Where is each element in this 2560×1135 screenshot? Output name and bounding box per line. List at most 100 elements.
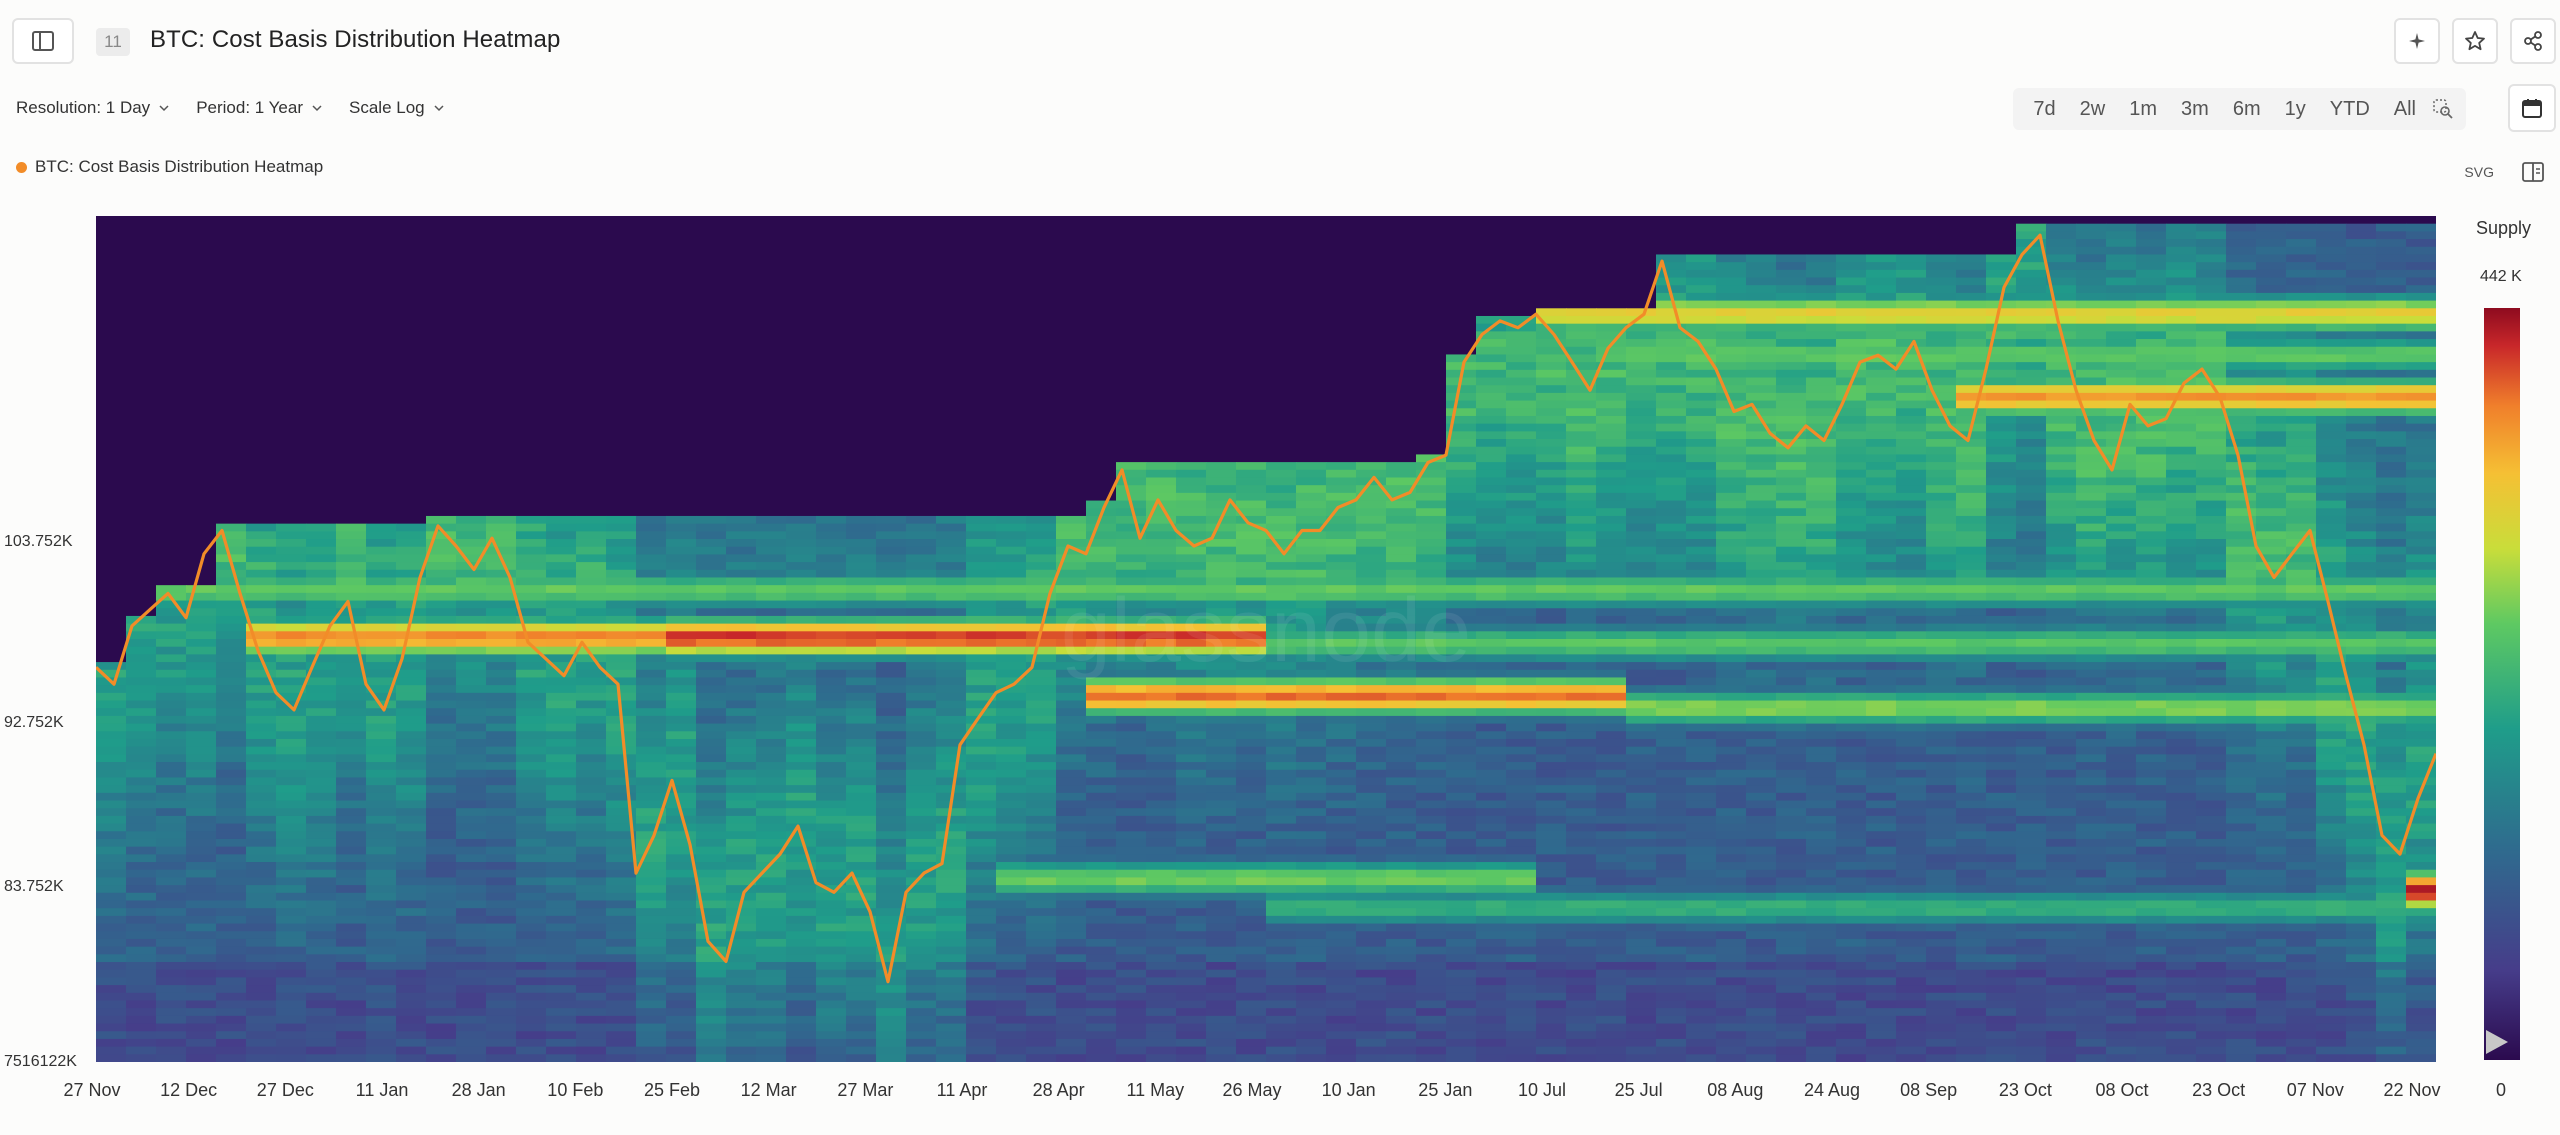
- heatmap-cell: [1326, 869, 1357, 879]
- heatmap-cell: [336, 546, 367, 555]
- heatmap-cell: [816, 685, 847, 694]
- heatmap-cell: [906, 777, 937, 786]
- heatmap-cell: [1656, 669, 1687, 679]
- heatmap-cell: [486, 938, 517, 948]
- heatmap-cell: [1866, 592, 1897, 602]
- heatmap-cell: [1536, 423, 1567, 432]
- heatmap-cell: [906, 1008, 937, 1017]
- heatmap-cell: [1686, 708, 1717, 717]
- export-svg-button[interactable]: SVG: [2464, 164, 2494, 180]
- heatmap-cell: [1746, 531, 1777, 540]
- heatmap-cell: [1506, 892, 1537, 902]
- heatmap-cell: [906, 969, 937, 978]
- heatmap-cell: [1506, 423, 1537, 432]
- favorite-button[interactable]: [2452, 18, 2498, 64]
- range-1y-button[interactable]: 1y: [2284, 98, 2306, 120]
- heatmap-cell: [1596, 515, 1627, 525]
- share-button[interactable]: [2510, 18, 2556, 64]
- range-ytd-button[interactable]: YTD: [2329, 98, 2370, 120]
- split-view-icon[interactable]: [2522, 162, 2544, 182]
- heatmap-cell: [1836, 792, 1867, 802]
- heatmap-cell: [1506, 1008, 1537, 1017]
- heatmap-cell: [1596, 731, 1627, 740]
- heatmap-cell: [636, 954, 667, 963]
- range-1m-button[interactable]: 1m: [2129, 98, 2158, 120]
- heatmap-cell: [1476, 408, 1507, 417]
- heatmap-cell: [576, 869, 607, 879]
- heatmap-cell: [276, 738, 307, 748]
- heatmap-cell: [1206, 900, 1237, 909]
- calendar-button[interactable]: [2508, 84, 2556, 132]
- heatmap-cell: [966, 615, 997, 625]
- heatmap-cell: [216, 1046, 247, 1055]
- heatmap-cell: [606, 692, 637, 702]
- heatmap-cell: [306, 831, 337, 840]
- heatmap-cell: [1296, 662, 1327, 671]
- zoom-button[interactable]: [2428, 88, 2458, 130]
- heatmap-cell: [1326, 831, 1357, 840]
- heatmap-cell: [1026, 762, 1057, 771]
- heatmap-cell: [1656, 1008, 1687, 1017]
- range-7d-button[interactable]: 7d: [2033, 98, 2056, 120]
- heatmap-cell: [966, 892, 997, 902]
- heatmap-cell: [186, 808, 217, 817]
- heatmap-cell: [1776, 654, 1807, 663]
- sparkle-button[interactable]: [2394, 18, 2440, 64]
- scale-dropdown[interactable]: Scale Log: [349, 98, 445, 118]
- heatmap-cell: [1536, 508, 1567, 517]
- heatmap-cell: [756, 823, 787, 832]
- heatmap-cell: [1506, 831, 1537, 840]
- share-icon: [2524, 31, 2542, 51]
- heatmap-cell: [756, 938, 787, 948]
- heatmap-cell: [696, 731, 727, 740]
- heatmap-cell: [336, 777, 367, 786]
- heatmap-cell: [1686, 331, 1717, 340]
- heatmap-cell: [1566, 608, 1597, 617]
- heatmap-cell: [726, 546, 757, 555]
- heatmap-cell: [816, 992, 847, 1002]
- heatmap-cell: [1746, 300, 1777, 309]
- heatmap-cell: [1626, 931, 1657, 940]
- heatmap-cell: [1386, 854, 1417, 863]
- heatmap-cell: [1776, 462, 1807, 471]
- period-dropdown[interactable]: Period: 1 Year: [196, 98, 323, 118]
- heatmap-cell: [486, 746, 517, 755]
- resolution-dropdown[interactable]: Resolution: 1 Day: [16, 98, 170, 118]
- heatmap-cell: [1386, 923, 1417, 932]
- heatmap-cell: [636, 946, 667, 955]
- heatmap-cell: [156, 938, 187, 948]
- heatmap-cell: [276, 962, 307, 971]
- heatmap-cell: [1416, 546, 1447, 555]
- heatmap-cell: [1866, 308, 1897, 317]
- heatmap-cell: [1596, 708, 1627, 717]
- heatmap-cell: [516, 792, 547, 802]
- heatmap-cell: [546, 992, 577, 1002]
- range-3m-button[interactable]: 3m: [2181, 98, 2209, 120]
- range-all-button[interactable]: All: [2393, 98, 2416, 120]
- heatmap-cell: [1326, 723, 1357, 732]
- heatmap-cell: [786, 569, 817, 579]
- heatmap-cell: [1326, 523, 1357, 532]
- heatmap-cell: [1716, 562, 1747, 571]
- range-2w-button[interactable]: 2w: [2079, 98, 2106, 120]
- heatmap-cell: [1566, 1046, 1597, 1055]
- heatmap-cell: [1686, 569, 1717, 579]
- heatmap-cell: [306, 900, 337, 909]
- heatmap-cell: [1146, 877, 1177, 886]
- range-6m-button[interactable]: 6m: [2232, 98, 2261, 120]
- heatmap-cell: [456, 731, 487, 740]
- heatmap-cell: [936, 623, 967, 632]
- heatmap-cell: [1746, 777, 1777, 786]
- heatmap-cell: [966, 669, 997, 679]
- heatmap-cell: [846, 731, 877, 740]
- heatmap-cell: [456, 969, 487, 978]
- heatmap-cell: [1506, 969, 1537, 978]
- heatmap-cell: [1806, 331, 1837, 340]
- heatmap-cell: [906, 654, 937, 663]
- heatmap-cell: [546, 515, 577, 525]
- heatmap-cell: [1176, 592, 1207, 602]
- heatmap-cell: [1236, 485, 1267, 494]
- heatmap-cell: [1326, 462, 1357, 471]
- heatmap-cell: [1386, 954, 1417, 963]
- sidebar-toggle-button[interactable]: [12, 18, 74, 64]
